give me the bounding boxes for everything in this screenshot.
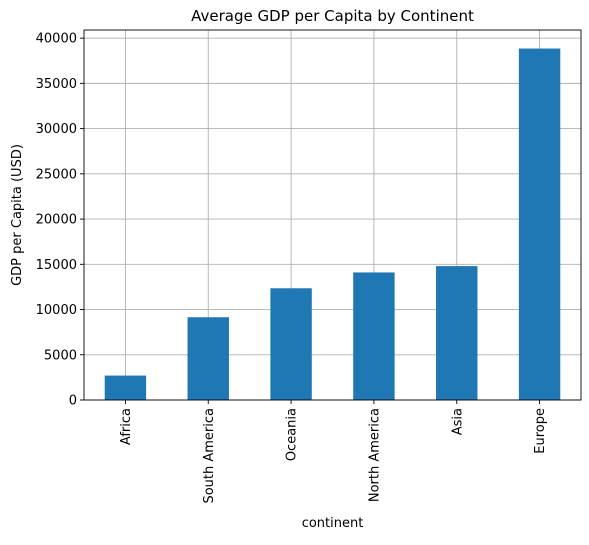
x-tick-label: North America (367, 408, 382, 502)
chart-title: Average GDP per Capita by Continent (191, 7, 474, 25)
bar-layer (104, 48, 561, 401)
x-tick-label: Europe (533, 408, 548, 454)
y-tick-label: 20000 (36, 213, 77, 228)
x-tick-label: Asia (450, 408, 465, 435)
tick-layer: 0 5000 10000 15000 20000 25000 30000 35000 40000… (36, 32, 548, 504)
y-tick-label: 5000 (44, 348, 77, 363)
x-tick-label: Africa (119, 408, 134, 445)
y-tick-label: 35000 (36, 77, 77, 92)
bar-oceania (270, 288, 312, 400)
bar-africa (104, 375, 147, 400)
y-tick-label: 15000 (36, 258, 77, 273)
y-tick-label: 10000 (36, 303, 77, 318)
y-tick-label: 25000 (36, 167, 77, 182)
grid-layer (84, 30, 581, 401)
bar-asia (436, 266, 478, 400)
x-axis-label: continent (302, 516, 364, 531)
plot-frame (83, 29, 582, 401)
bar-south-america (187, 317, 229, 400)
y-axis-label: GDP per Capita (USD) (10, 144, 25, 286)
y-tick-label: 30000 (36, 122, 77, 137)
x-tick-label: South America (202, 408, 217, 504)
bar-europe (518, 48, 561, 401)
y-tick-label: 40000 (36, 32, 77, 47)
x-tick-label: Oceania (285, 408, 300, 461)
bar-north-america (353, 272, 395, 400)
plot-border (83, 29, 582, 401)
y-tick-label: 0 (69, 394, 77, 409)
